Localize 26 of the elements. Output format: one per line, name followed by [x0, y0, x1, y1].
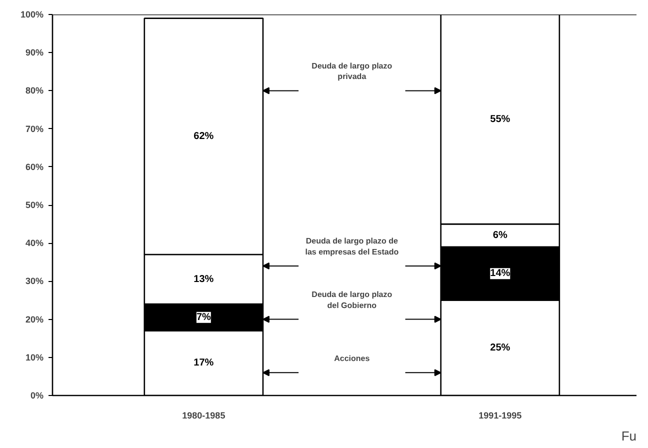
y-tick-label: 50%: [25, 200, 44, 210]
text: Fu: [621, 428, 636, 444]
y-tick-label: 40%: [25, 238, 44, 248]
data-label: 14%: [490, 268, 510, 280]
annotation: Deuda de largo plazo privada: [312, 61, 392, 82]
data-label: 6%: [492, 230, 508, 241]
data-label: 25%: [490, 342, 510, 354]
data-label: 17%: [194, 358, 214, 369]
y-tick-label: 100%: [20, 10, 44, 20]
y-tick-label: 30%: [25, 276, 44, 286]
data-label: 13%: [194, 274, 214, 285]
y-tick-label: 20%: [25, 314, 44, 324]
y-tick-label: 70%: [25, 124, 44, 134]
x-tick-label: 1980-1985: [182, 410, 226, 420]
y-tick-label: 60%: [25, 162, 44, 172]
data-label: 62%: [194, 130, 214, 142]
y-tick-label: 90%: [25, 48, 44, 58]
x-tick-label: 1991-1995: [478, 410, 522, 420]
data-label: 7%: [196, 312, 212, 323]
annotation: Deuda de largo plazo de las empresas del Estado: [305, 236, 399, 256]
annotation: Deuda de largo plazo del Gobierno: [312, 290, 392, 310]
data-label: 55%: [490, 114, 510, 125]
y-tick-label: 0%: [30, 390, 44, 400]
y-tick-label: 10%: [25, 352, 44, 362]
annotation: Acciones: [334, 354, 370, 364]
y-tick-label: 80%: [25, 86, 44, 96]
